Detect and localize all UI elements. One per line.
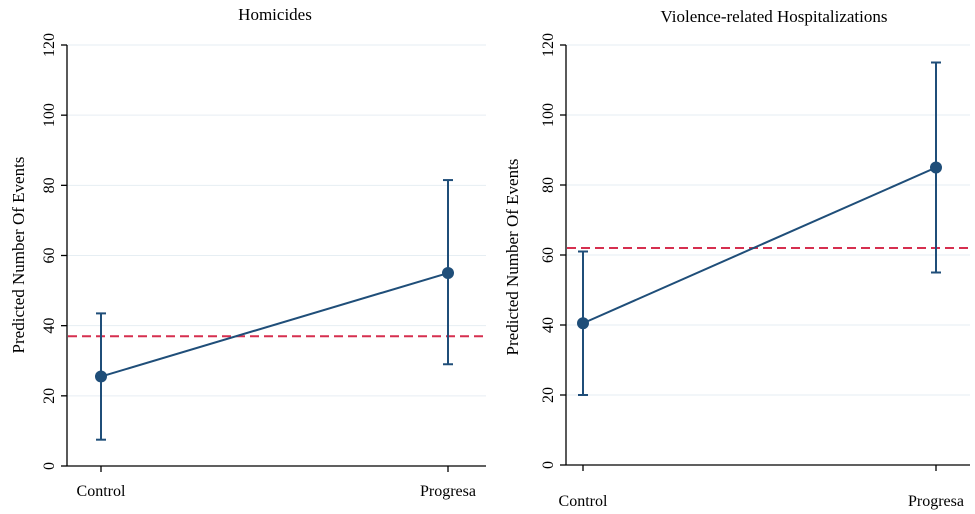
chart-panel-homicides: Homicides Predicted Number Of Events 0 20… <box>9 5 486 500</box>
y-tick-label: 20 <box>41 388 58 404</box>
data-point <box>930 161 942 174</box>
y-tick-label: 0 <box>41 462 58 470</box>
x-tick-label: Progresa <box>908 493 964 510</box>
data-point <box>577 317 589 330</box>
chart-title: Violence-related Hospitalizations <box>661 7 888 26</box>
y-tick-label: 20 <box>540 387 557 403</box>
y-axis-label: Predicted Number Of Events <box>503 159 522 356</box>
series-line <box>100 272 449 378</box>
y-tick-label: 80 <box>540 177 557 193</box>
x-tick-label: Control <box>559 493 608 510</box>
y-tick-label: 60 <box>540 247 557 263</box>
chart-title: Homicides <box>238 5 312 24</box>
y-tick-label: 120 <box>540 33 557 57</box>
y-tick-label: 40 <box>540 317 557 333</box>
y-tick-label: 0 <box>540 461 557 469</box>
y-tick-label: 100 <box>41 103 58 127</box>
y-tick-label: 40 <box>41 318 58 334</box>
y-tick-label: 120 <box>41 33 58 57</box>
data-point <box>95 370 107 383</box>
y-tick-label: 100 <box>540 103 557 127</box>
chart-panel-hospitalizations: Violence-related Hospitalizations Predic… <box>503 7 970 510</box>
data-point <box>442 267 454 280</box>
y-tick-label: 60 <box>41 248 58 264</box>
y-axis-label: Predicted Number Of Events <box>9 157 28 354</box>
x-tick-label: Control <box>77 483 126 500</box>
x-tick-label: Progresa <box>420 483 476 500</box>
series-line <box>582 166 937 325</box>
y-tick-label: 80 <box>41 177 58 193</box>
